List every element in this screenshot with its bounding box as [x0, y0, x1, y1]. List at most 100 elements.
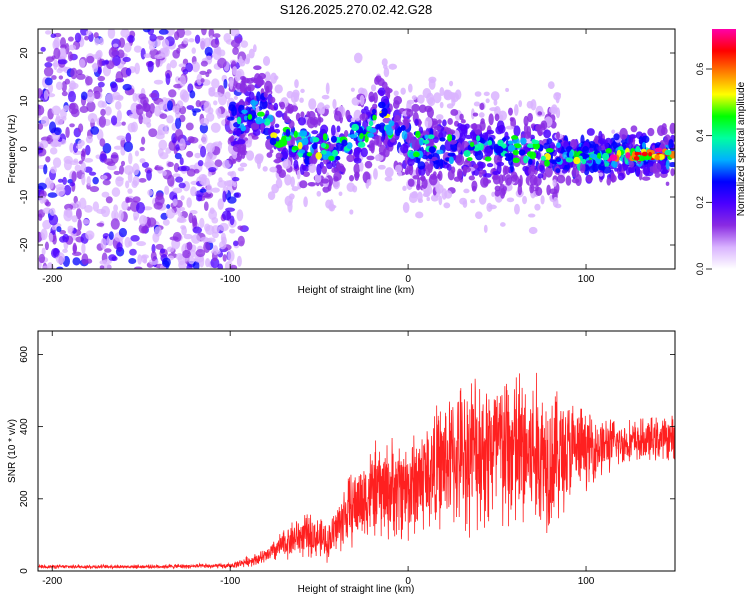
heatmap-cell — [74, 32, 82, 43]
heatmap-cell — [439, 87, 445, 97]
heatmap-cell — [453, 176, 461, 182]
heatmap-cell — [491, 191, 495, 197]
heatmap-cell — [668, 161, 675, 168]
heatmap-cell — [118, 209, 124, 222]
heatmap-cell — [236, 139, 246, 145]
heatmap-cell — [48, 121, 57, 134]
heatmap-cell — [186, 263, 193, 269]
heatmap-cell — [181, 90, 190, 103]
heatmap-cell — [186, 168, 196, 177]
heatmap-cell — [38, 146, 43, 154]
heatmap-peak — [540, 155, 546, 161]
heatmap-cell — [237, 235, 245, 247]
heatmap-cell — [478, 169, 486, 175]
heatmap-cell — [179, 138, 186, 151]
heatmap-cell — [45, 156, 51, 163]
heatmap-cell — [264, 71, 271, 83]
heatmap-peak — [507, 144, 516, 152]
heatmap-cell — [79, 197, 87, 210]
heatmap-cell — [279, 101, 286, 110]
heatmap-peak — [602, 152, 610, 161]
heatmap-cell — [51, 105, 61, 116]
heatmap-cell — [227, 171, 234, 177]
heatmap-cell — [314, 173, 322, 183]
heatmap-cell — [191, 234, 201, 244]
heatmap-cell — [498, 174, 504, 186]
heatmap-cell — [433, 159, 440, 170]
heatmap-cell — [85, 135, 93, 144]
heatmap-peak — [372, 114, 377, 121]
heatmap-cell — [176, 47, 181, 54]
heatmap-cell — [232, 151, 238, 160]
heatmap-cell — [535, 186, 543, 196]
heatmap-cell — [99, 260, 107, 265]
heatmap-cell — [288, 193, 295, 200]
heatmap-cell — [606, 177, 612, 186]
heatmap-cell — [612, 159, 618, 169]
heatmap-cell — [260, 122, 265, 133]
heatmap-peak — [357, 141, 366, 148]
heatmap-cell — [192, 260, 200, 269]
heatmap-cell — [41, 247, 46, 256]
heatmap-cell — [229, 215, 235, 226]
heatmap-cell — [273, 158, 282, 164]
heatmap-cell — [225, 207, 236, 212]
heatmap-cell — [199, 177, 207, 185]
heatmap-peak — [573, 156, 581, 165]
heatmap-cell — [474, 149, 484, 161]
heatmap-cell — [316, 190, 322, 197]
heatmap-cell — [204, 46, 213, 57]
heatmap-cell — [400, 87, 406, 95]
heatmap-cell — [233, 95, 238, 100]
heatmap-peak — [322, 133, 328, 141]
heatmap-cell — [474, 211, 483, 219]
heatmap-cell — [134, 150, 139, 157]
heatmap-cell — [509, 117, 514, 122]
heatmap-cell — [465, 134, 473, 140]
heatmap-cell — [211, 225, 220, 234]
heatmap-peak — [379, 112, 387, 117]
heatmap-cell — [217, 198, 224, 210]
heatmap-cell — [417, 94, 425, 104]
heatmap-cell — [166, 204, 171, 209]
colorbar: 0.0 0.2 0.4 0.6 Normalized spectral amplitu… — [695, 29, 747, 275]
heatmap-cell — [114, 95, 124, 101]
heatmap-peak — [595, 158, 601, 165]
heatmap-cell — [267, 191, 276, 200]
heatmap-cell — [252, 44, 257, 53]
heatmap-cell — [172, 173, 181, 178]
heatmap-cell — [320, 178, 330, 184]
heatmap-cell — [237, 225, 244, 231]
heatmap-cell — [428, 173, 438, 186]
heatmap-peak — [423, 139, 430, 145]
heatmap-cell — [69, 123, 75, 128]
heatmap-cell — [38, 182, 47, 190]
heatmap-cell — [146, 217, 157, 228]
heatmap-cell — [654, 172, 661, 178]
heatmap-cell — [140, 254, 149, 259]
heatmap-cell — [308, 163, 317, 174]
heatmap-cell — [226, 179, 235, 187]
heatmap-cell — [70, 108, 80, 118]
heatmap-peak — [427, 134, 435, 140]
heatmap-peak — [497, 139, 504, 147]
heatmap-cell — [318, 117, 324, 123]
heatmap-cell — [382, 147, 390, 158]
heatmap-cell — [187, 136, 195, 143]
snr-series — [38, 372, 675, 570]
heatmap-cell — [125, 197, 133, 203]
heatmap-cell — [162, 218, 170, 226]
heatmap-cell — [127, 35, 135, 43]
heatmap-cell — [217, 57, 227, 69]
heatmap-cell — [79, 58, 86, 68]
heatmap-cell — [483, 224, 488, 233]
heatmap-peak — [648, 152, 653, 157]
heatmap-cell — [324, 104, 330, 110]
heatmap-cell — [457, 122, 463, 129]
heatmap-cell — [243, 115, 248, 121]
heatmap-cell — [665, 181, 670, 186]
heatmap-peak — [501, 137, 507, 142]
heatmap-cell — [159, 248, 166, 254]
